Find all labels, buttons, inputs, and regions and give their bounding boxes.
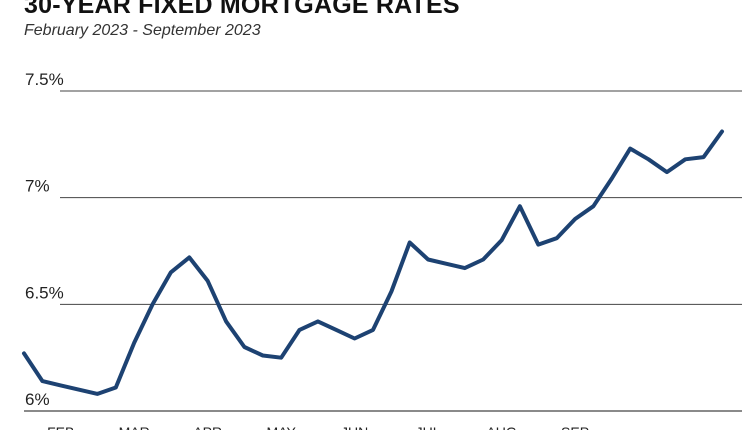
x-tick-label: SEP <box>561 424 589 430</box>
x-tick-label: MAR <box>119 424 150 430</box>
x-axis-labels: FEB MAR APR MAY JUN JUL AUG SEP <box>47 424 589 430</box>
y-axis-labels: 7.5% 7% 6.5% 6% <box>25 70 64 409</box>
x-tick-label: AUG <box>486 424 516 430</box>
x-tick-label: JUL <box>416 424 441 430</box>
gridlines <box>24 91 742 411</box>
x-tick-label: FEB <box>47 424 74 430</box>
y-tick-label: 6.5% <box>25 283 64 302</box>
x-tick-label: APR <box>193 424 222 430</box>
x-tick-label: MAY <box>267 424 297 430</box>
series-layer <box>22 130 724 396</box>
x-tick-label: JUN <box>341 424 368 430</box>
y-tick-label: 6% <box>25 390 50 409</box>
series-line <box>24 132 722 394</box>
y-tick-label: 7% <box>25 177 50 196</box>
y-tick-label: 7.5% <box>25 70 64 89</box>
